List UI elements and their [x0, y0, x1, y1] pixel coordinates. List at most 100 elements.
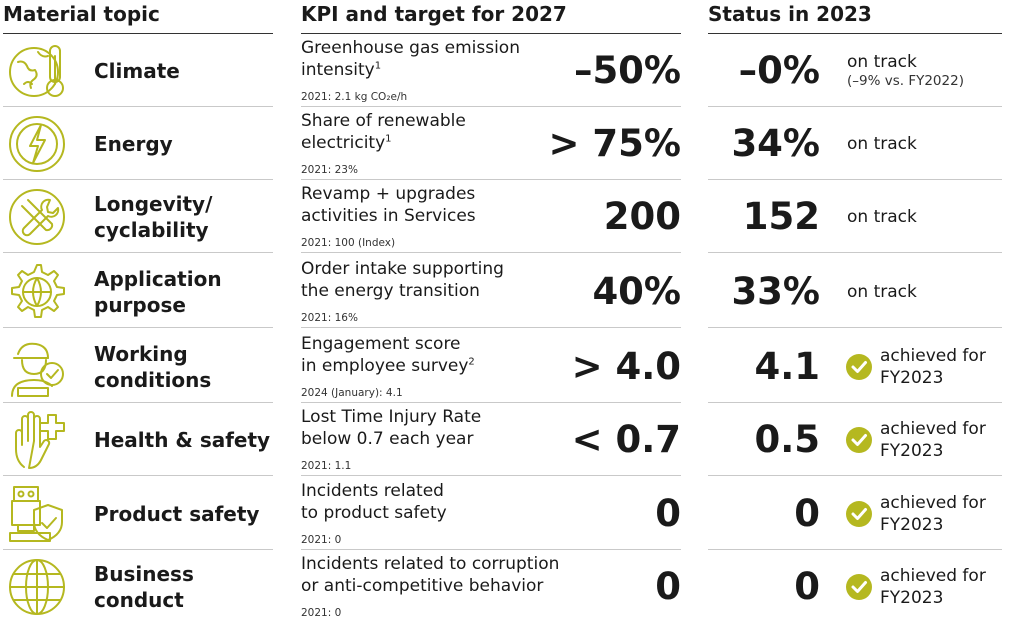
kpi-target: –50%	[573, 49, 681, 92]
climate-globe-thermometer-icon	[4, 38, 70, 104]
gear-globe-icon	[4, 259, 70, 325]
material-topic: Energy	[94, 131, 173, 156]
table-row: Product safety Incidents related to produ…	[0, 477, 1018, 550]
kpi-target: > 75%	[548, 122, 681, 165]
divider	[708, 179, 1002, 180]
status-text: on track	[847, 206, 917, 227]
material-topic: Health & safety	[94, 427, 271, 452]
energy-lightning-icon	[4, 111, 70, 177]
divider	[3, 475, 273, 476]
status-value: 4.1	[754, 345, 820, 388]
status-text: on track (–9% vs. FY2022)	[847, 51, 964, 89]
kpi-description: Engagement score in employee survey2	[301, 334, 475, 376]
status-text: on track	[847, 133, 917, 154]
status-text: achieved for FY2023	[880, 345, 986, 388]
kpi-description: Order intake supporting the energy transi…	[301, 259, 504, 301]
status-text: achieved for FY2023	[880, 565, 986, 608]
kpi-baseline: 2024 (January): 4.1	[301, 387, 403, 399]
status-value: 34%	[731, 122, 820, 165]
footnote-marker: 1	[385, 133, 392, 145]
material-topic: Business conduct	[94, 561, 194, 612]
divider	[708, 327, 1002, 328]
status-value: 0	[794, 565, 820, 608]
status-value: 0.5	[754, 418, 820, 461]
kpi-target: > 4.0	[571, 345, 681, 388]
divider	[301, 106, 681, 107]
kpi-baseline: 2021: 100 (Index)	[301, 237, 396, 249]
divider	[708, 475, 1002, 476]
divider	[3, 106, 273, 107]
status-subtext: (–9% vs. FY2022)	[847, 72, 964, 89]
table-row: Business conduct Incidents related to cor…	[0, 550, 1018, 623]
divider	[708, 106, 1002, 107]
table-row: Longevity/cyclability Revamp + upgrades a…	[0, 180, 1018, 253]
material-topic: Application purpose	[94, 266, 222, 317]
check-circle-icon	[846, 573, 872, 600]
tools-wrench-screwdriver-icon	[4, 184, 70, 250]
header-kpi: KPI and target for 2027	[301, 0, 681, 34]
check-circle-icon	[846, 353, 872, 380]
divider	[3, 179, 273, 180]
status-text: on track	[847, 281, 917, 302]
machine-shield-icon	[4, 481, 70, 547]
material-topic: Longevity/cyclability	[94, 191, 213, 242]
kpi-description: Share of renewable electricity1	[301, 111, 466, 153]
divider	[301, 475, 681, 476]
achieved-indicator: achieved for FY2023	[846, 550, 1000, 623]
table-row: Energy Share of renewable electricity1 20…	[0, 107, 1018, 180]
status-text: achieved for FY2023	[880, 418, 986, 461]
status-value: 33%	[731, 270, 820, 313]
divider	[301, 549, 681, 550]
material-topic: Climate	[94, 58, 180, 83]
divider	[301, 252, 681, 253]
table-row: Climate Greenhouse gas emission intensity…	[0, 34, 1018, 107]
divider	[3, 549, 273, 550]
kpi-baseline: 2021: 23%	[301, 164, 358, 176]
hand-cross-icon	[4, 407, 70, 473]
divider	[708, 252, 1002, 253]
kpi-description: Incidents related to product safety	[301, 481, 447, 523]
kpi-description: Revamp + upgrades activities in Services	[301, 184, 476, 226]
kpi-target: 0	[655, 492, 681, 535]
kpi-baseline: 2021: 0	[301, 534, 342, 546]
kpi-target: 200	[603, 195, 681, 238]
divider	[301, 179, 681, 180]
achieved-indicator: achieved for FY2023	[846, 330, 1000, 403]
table-row: Health & safety Lost Time Injury Rate bel…	[0, 403, 1018, 476]
divider	[3, 252, 273, 253]
material-topic: Product safety	[94, 501, 260, 526]
divider	[708, 402, 1002, 403]
table-row: Working conditions Engagement score in emp…	[0, 330, 1018, 403]
kpi-target: < 0.7	[571, 418, 681, 461]
check-circle-icon	[846, 500, 872, 527]
divider	[301, 327, 681, 328]
header-material-topic: Material topic	[3, 0, 273, 34]
check-circle-icon	[846, 426, 872, 453]
kpi-baseline: 2021: 16%	[301, 312, 358, 324]
header-status: Status in 2023	[708, 0, 1002, 34]
kpi-description: Incidents related to corruption or anti-c…	[301, 554, 560, 596]
kpi-description: Greenhouse gas emission intensity1	[301, 38, 520, 80]
status-value: 152	[742, 195, 820, 238]
kpi-baseline: 2021: 0	[301, 607, 342, 619]
divider	[708, 549, 1002, 550]
worker-check-icon	[4, 334, 70, 400]
divider	[3, 402, 273, 403]
achieved-indicator: achieved for FY2023	[846, 477, 1000, 550]
kpi-baseline: 2021: 2.1 kg CO₂e/h	[301, 91, 408, 103]
material-topic: Working conditions	[94, 341, 212, 392]
footnote-marker: 2	[468, 356, 475, 368]
kpi-target: 0	[655, 565, 681, 608]
status-text: achieved for FY2023	[880, 492, 986, 535]
footnote-marker: 1	[374, 60, 382, 72]
divider	[3, 327, 273, 328]
divider	[301, 402, 681, 403]
kpi-baseline: 2021: 1.1	[301, 460, 352, 472]
kpi-target: 40%	[592, 270, 681, 313]
status-value: 0	[794, 492, 820, 535]
achieved-indicator: achieved for FY2023	[846, 403, 1000, 476]
status-value: –0%	[738, 49, 820, 92]
globe-grid-icon	[4, 554, 70, 620]
kpi-description: Lost Time Injury Rate below 0.7 each year	[301, 407, 482, 449]
table-row: Application purpose Order intake supporti…	[0, 255, 1018, 328]
